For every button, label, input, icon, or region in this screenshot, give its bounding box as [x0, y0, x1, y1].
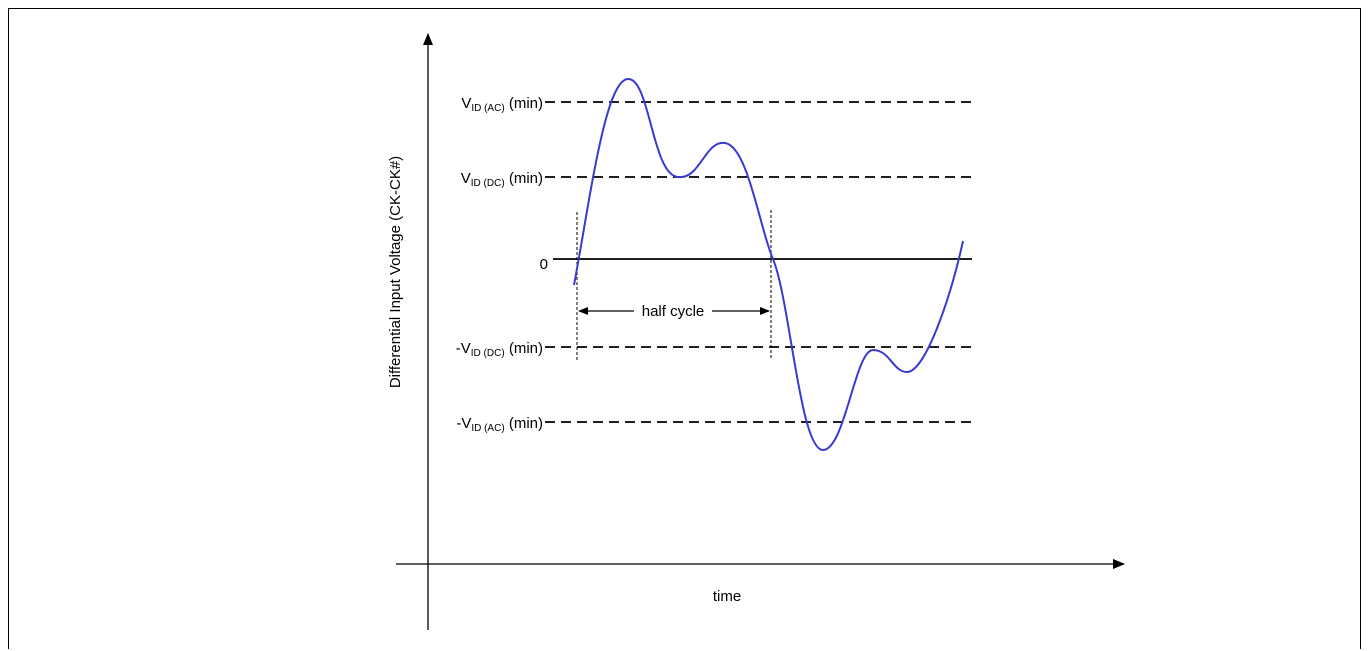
neg-vid-ac-label: -VID (AC) (min) — [456, 415, 543, 434]
vid-dc-label: VID (DC) (min) — [461, 170, 543, 189]
differential-waveform — [573, 77, 964, 452]
zero-label: 0 — [540, 256, 548, 273]
half-cycle-label: half cycle — [642, 303, 705, 320]
diagram-frame — [8, 8, 1361, 649]
y-axis-label: Differential Input Voltage (CK-CK#) — [387, 156, 404, 388]
vid-ac-label: VID (AC) (min) — [461, 95, 543, 114]
x-axis-label: time — [713, 588, 741, 605]
neg-vid-dc-label: -VID (DC) (min) — [456, 340, 543, 359]
